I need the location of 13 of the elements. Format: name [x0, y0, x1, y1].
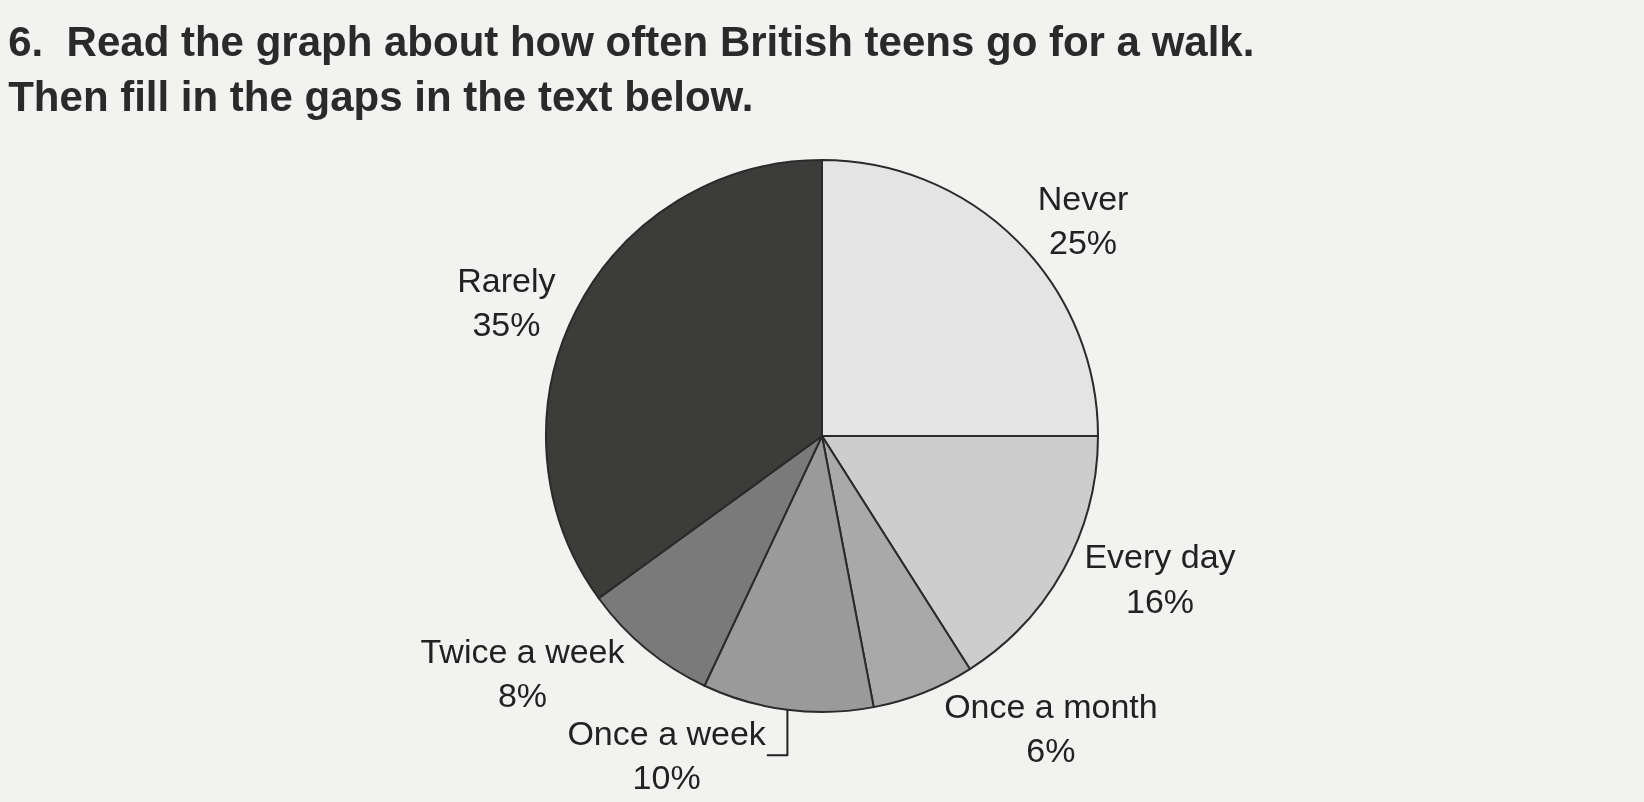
- slice-label: Twice a week: [420, 631, 626, 670]
- data-label: 16%: [1125, 581, 1195, 620]
- chart-title: 6. Read the graph about how often British teens go for a walk. Then fill in the gaps in the text below.: [8, 18, 1255, 120]
- slice-label: Every day: [1084, 537, 1236, 576]
- data-label: 10%: [632, 758, 701, 797]
- slice-label: Rarely: [457, 261, 556, 300]
- slice-label: Once a month: [944, 687, 1158, 726]
- data-label: 35%: [472, 305, 541, 344]
- data-label: 8%: [497, 676, 548, 715]
- data-label: 25%: [1049, 223, 1118, 262]
- slice-label: Never: [1037, 179, 1129, 218]
- data-label: 6%: [1026, 731, 1076, 770]
- slice-label: Once a week: [567, 714, 767, 753]
